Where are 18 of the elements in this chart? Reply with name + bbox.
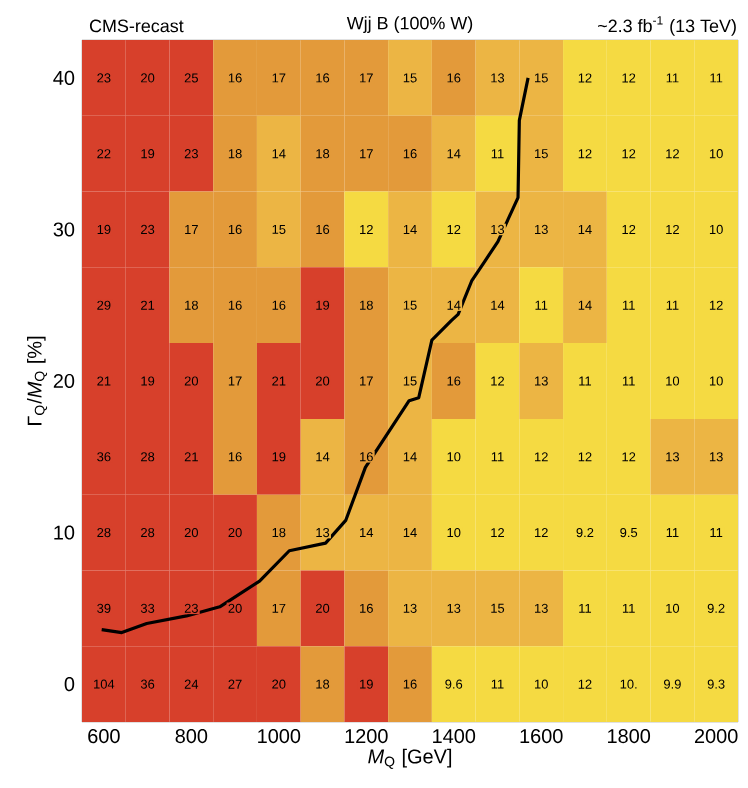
y-tick-label: 20: [53, 373, 75, 389]
text: ~2.3 fb$^{-1}$ (13 TeV): [598, 16, 736, 36]
x-axis-title: M$_{Q}$ [GeV]: [368, 748, 452, 769]
y-tick-label: 40: [53, 70, 75, 85]
x-tick-label: 2000: [694, 729, 738, 744]
x-tick-label: 800: [175, 729, 208, 744]
y-tick-label: 10: [54, 525, 75, 540]
x-tick-label: 1200: [345, 729, 388, 744]
x-tick-label: 1600: [520, 729, 563, 744]
text: CMS-recast: [89, 19, 184, 33]
y-tick-label: 30: [53, 222, 75, 237]
chart-title: Wjj B (100% W): [346, 16, 473, 33]
y-axis-title: Γ$_{Q}$/M$_{Q}$ [%]: [27, 336, 48, 425]
x-tick-label: 600: [88, 729, 120, 744]
y-tick-label: 0: [64, 677, 75, 692]
x-tick-label: 1400: [433, 729, 476, 744]
x-tick-label: 1000: [258, 729, 301, 744]
x-tick-label: 1800: [608, 729, 651, 744]
